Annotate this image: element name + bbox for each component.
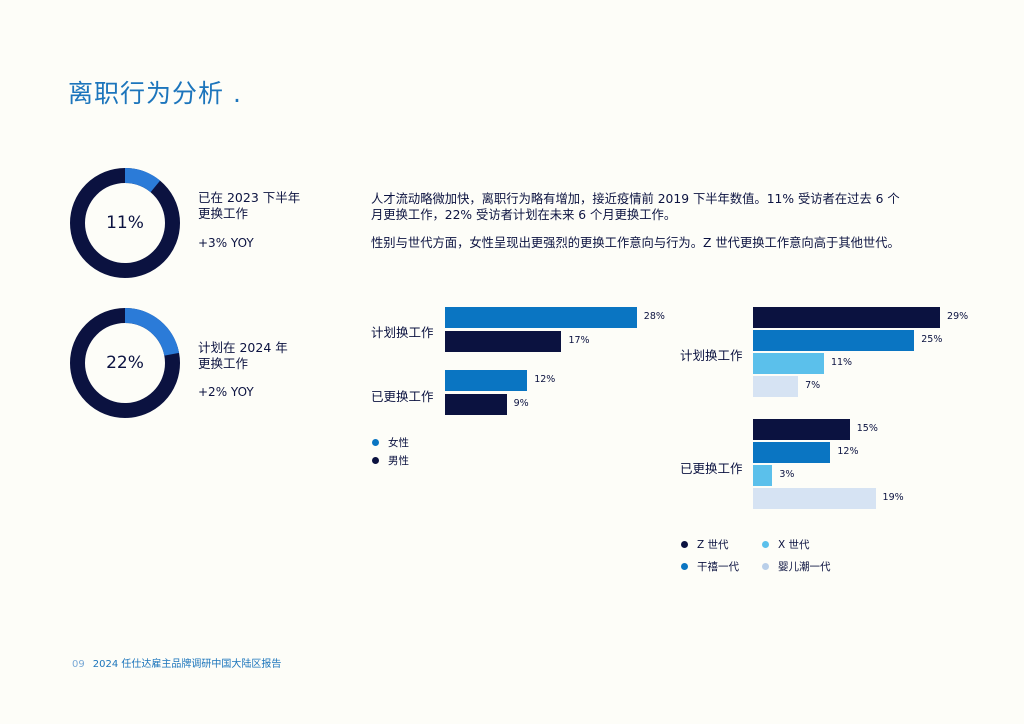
legend-male-dot (372, 457, 379, 464)
generation-bar-1-2 (753, 465, 773, 486)
generation-chart: 计划换工作 已更换工作 29% 25% 11% 7% 15% 12% 3% 19% Z 世代 … (680, 300, 980, 580)
gender-bar-1-1 (445, 393, 507, 415)
legend-gen-z: Z 世代 (681, 537, 729, 552)
legend-gen-z-dot (681, 541, 688, 548)
generation-bar-label-1-2: 3% (779, 469, 795, 480)
stat-label-2023: 已在 2023 下半年 更换工作 (198, 190, 301, 221)
legend-millennial-label: 干禧一代 (697, 561, 739, 573)
legend-gen-z-label: Z 世代 (697, 539, 729, 551)
legend-male-label: 男性 (388, 455, 409, 467)
legend-female-dot (372, 439, 379, 446)
legend-millennial: 干禧一代 (681, 559, 739, 574)
intro-paragraph-1: 人才流动略微加快，离职行为略有增加，接近疫情前 2019 下半年数值。11% 受… (371, 192, 900, 222)
legend-gen-x: X 世代 (762, 537, 810, 552)
generation-bar-label-0-3: 7% (805, 380, 821, 391)
legend-gen-x-label: X 世代 (778, 539, 810, 551)
legend-female: 女性 (372, 435, 409, 450)
generation-bar-0-2 (753, 353, 824, 374)
gender-chart-group-label-changed: 已更换工作 (371, 389, 434, 404)
legend-millennial-dot (681, 563, 688, 570)
donut-arc-2024 (70, 308, 180, 418)
intro-paragraph-2: 性别与世代方面，女性呈现出更强烈的更换工作意向与行为。Z 世代更换工作意向高于其… (371, 236, 900, 250)
page-number: 09 (72, 659, 85, 670)
generation-chart-group-label-changed: 已更换工作 (680, 461, 743, 476)
footer-text: 2024 任仕达雇主品牌调研中国大陆区报告 (92, 659, 282, 670)
donut-arc-2023 (70, 168, 180, 278)
generation-bar-label-1-3: 19% (882, 492, 904, 503)
gender-bar-label-1-0: 12% (534, 374, 556, 385)
gender-bar-label-1-1: 9% (513, 397, 529, 409)
legend-female-label: 女性 (388, 437, 409, 449)
legend-boomer-label: 婴儿潮一代 (778, 561, 831, 573)
stat-yoy-2023: +3% YOY (198, 236, 254, 250)
generation-bar-label-0-1: 25% (921, 334, 943, 345)
generation-bar-label-0-0: 29% (947, 311, 969, 322)
generation-bar-0-1 (753, 330, 915, 351)
gender-chart: 计划换工作 已更换工作 28% 17% 12% 9% 女性 男性 (371, 300, 671, 480)
stat-yoy-2024: +2% YOY (198, 385, 254, 399)
generation-bar-1-1 (753, 442, 831, 463)
gender-bar-label-0-1: 17% (568, 334, 590, 346)
generation-bar-1-0 (753, 419, 850, 440)
generation-bar-0-0 (753, 307, 941, 328)
donut-ring-2024 (70, 308, 180, 418)
legend-gen-x-dot (762, 541, 769, 548)
gender-bar-0-0 (445, 307, 637, 328)
gender-bar-0-1 (445, 330, 562, 352)
gender-bar-1-0 (445, 370, 528, 391)
page-title: 离职行为分析 . (68, 79, 242, 108)
donut-ring-2023 (70, 168, 180, 278)
footer: 09 2024 任仕达雇主品牌调研中国大陆区报告 (72, 655, 281, 670)
stat-label-2024: 计划在 2024 年 更换工作 (198, 340, 288, 371)
generation-bar-label-1-0: 15% (856, 423, 878, 434)
gender-chart-group-label-plan: 计划换工作 (371, 325, 434, 340)
gender-chart-bars: 28% 17% 12% 9% (371, 300, 671, 420)
gender-bar-label-0-0: 28% (643, 311, 665, 322)
generation-bar-0-3 (753, 376, 799, 397)
generation-bar-label-0-2: 11% (830, 357, 853, 368)
legend-boomer: 婴儿潮一代 (762, 559, 831, 574)
generation-bar-1-3 (753, 488, 876, 509)
donut-2023: 11% (68, 166, 182, 284)
donut-2024: 22% (68, 306, 182, 424)
legend-boomer-dot (762, 563, 769, 570)
legend-male: 男性 (372, 453, 409, 468)
donut-value-2024: 22% (106, 353, 144, 373)
donut-value-2023: 11% (106, 213, 144, 233)
generation-chart-bars: 29% 25% 11% 7% 15% 12% 3% 19% (680, 300, 980, 520)
generation-bar-label-1-1: 12% (837, 446, 859, 457)
generation-chart-group-label-plan: 计划换工作 (680, 348, 743, 363)
